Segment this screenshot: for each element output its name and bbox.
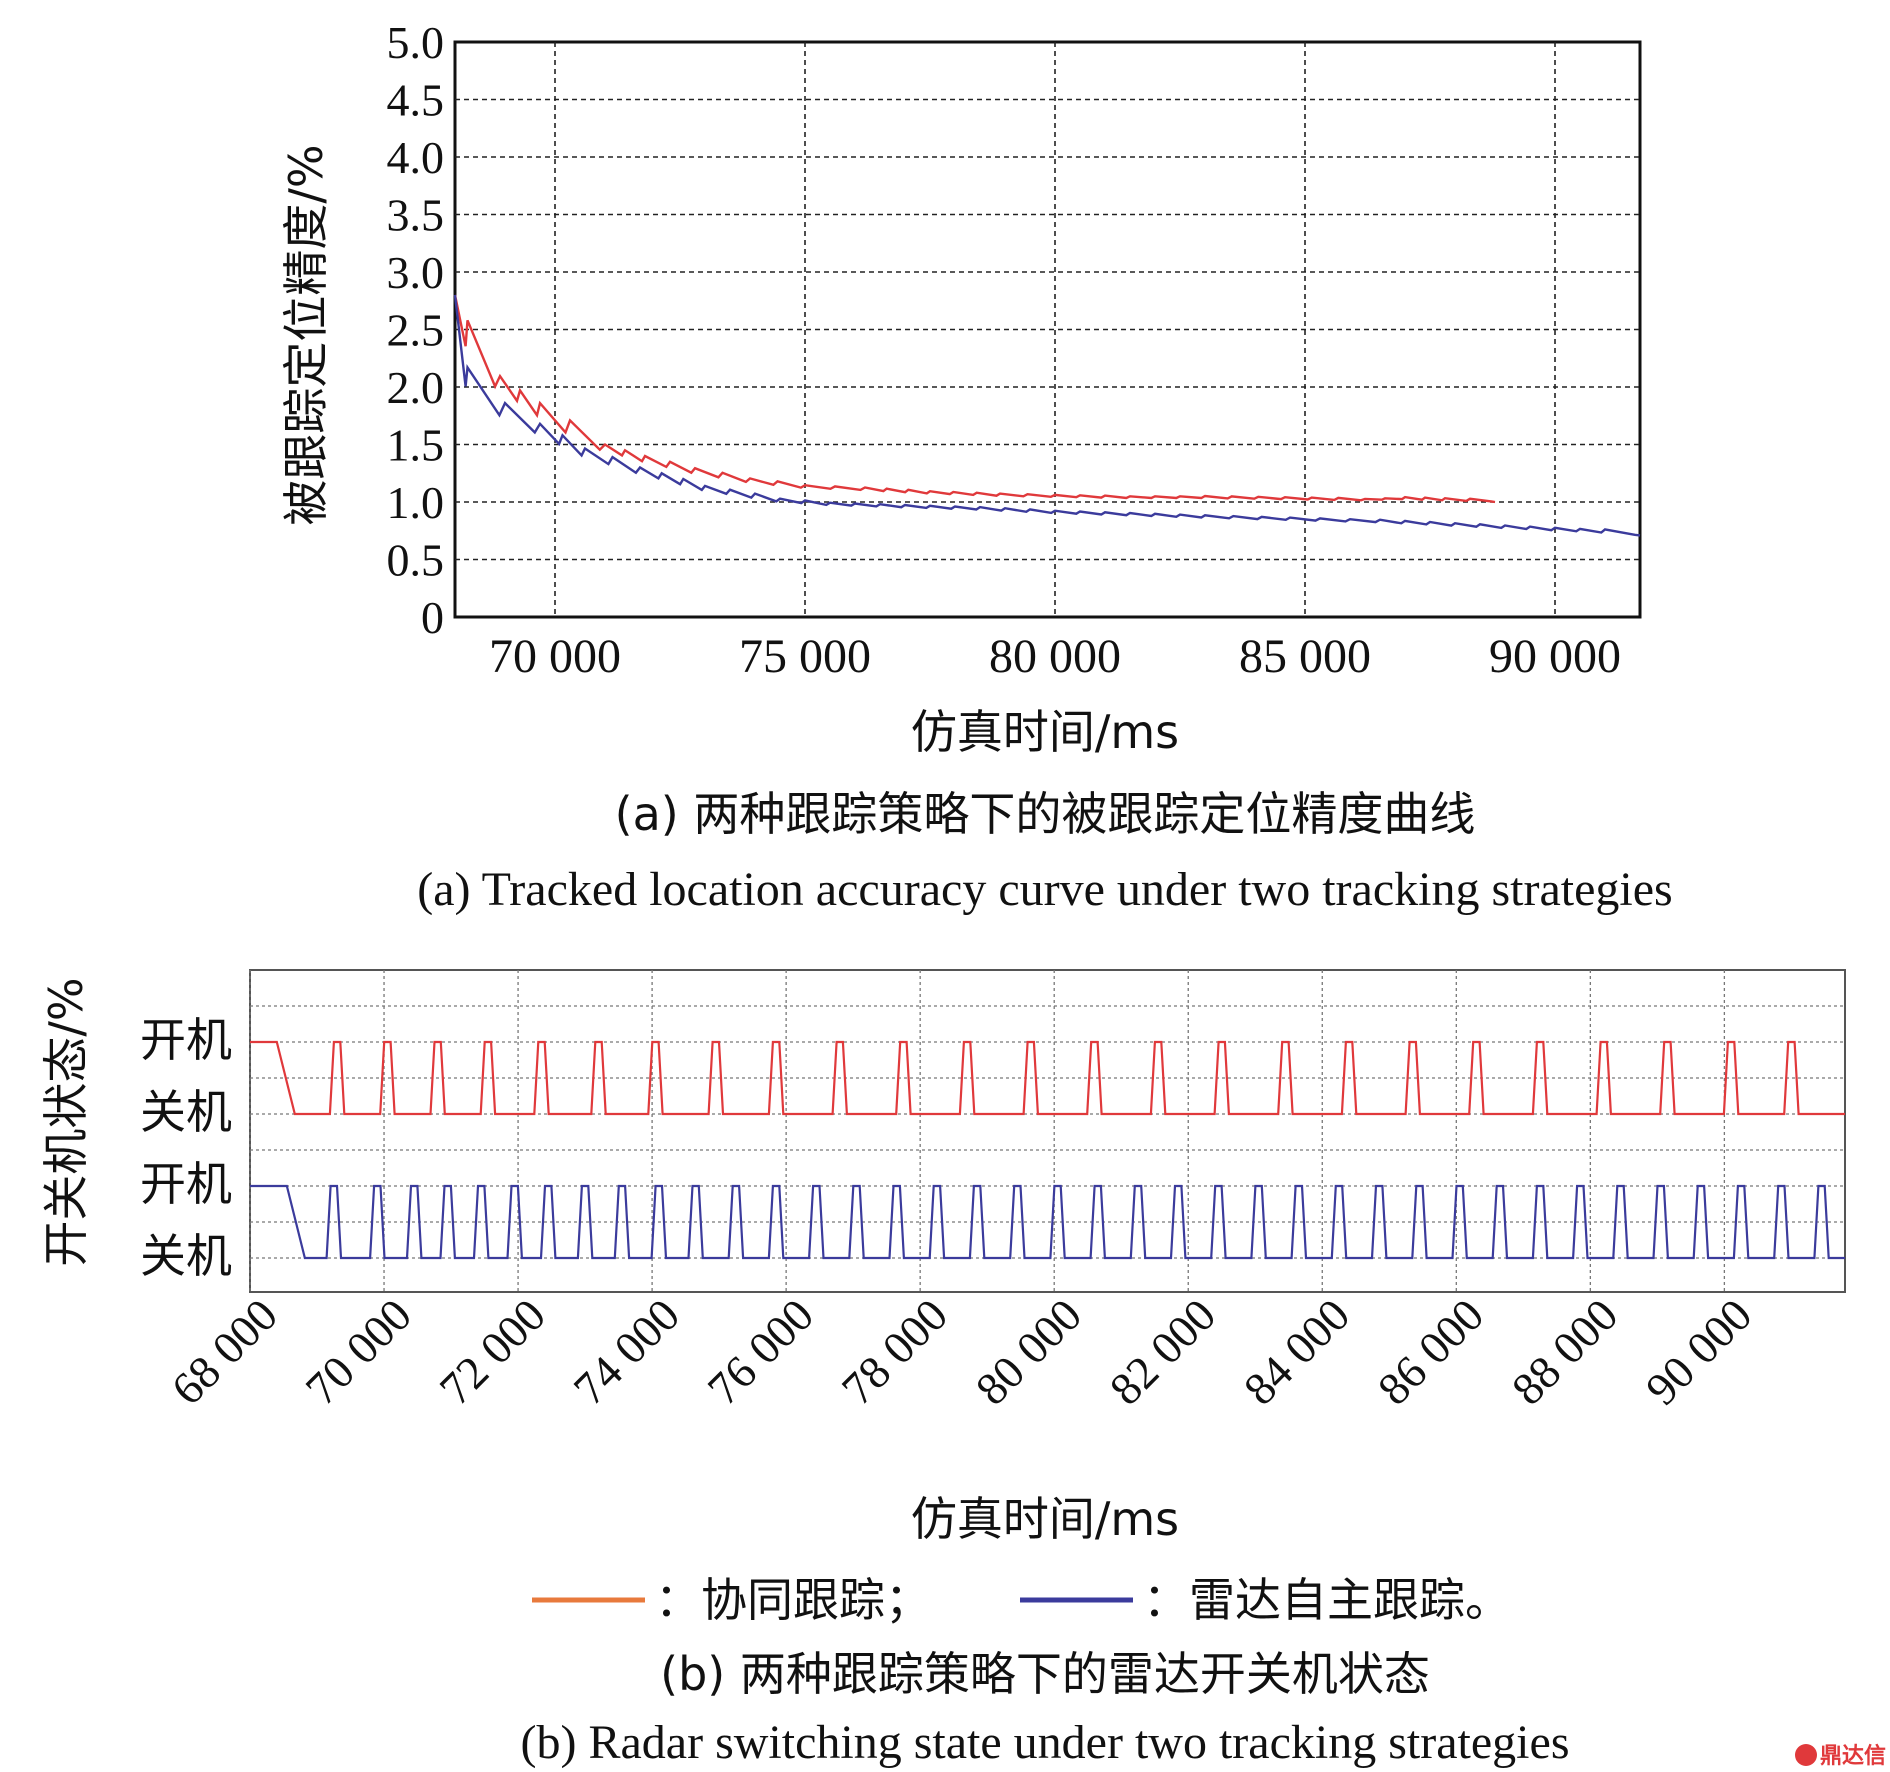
panel-a-y-tick-label: 1.5	[387, 420, 445, 471]
panel-b-y-tick-labels: 开机 关机 开机 关机	[140, 1013, 232, 1283]
switch-line-cooperative	[250, 1040, 1845, 1116]
panel-b-y-axis-label: 开关机状态/%	[39, 977, 93, 1266]
panel-a-y-tick-label: 3.0	[387, 247, 445, 298]
panel-a-y-tick-label: 0	[421, 592, 444, 643]
series-line-autonomous	[453, 294, 1641, 537]
panel-b-x-tick-label: 78 000	[832, 1289, 958, 1415]
watermark-text: 鼎达信	[1820, 1743, 1886, 1769]
panel-b-x-tick-label: 88 000	[1502, 1289, 1628, 1415]
panel-b-switching-chart: 开机 关机 开机 关机 68 000 70 000 72 000 74 000 76 0…	[39, 969, 1846, 1769]
panel-b-grid	[249, 970, 1845, 1292]
panel-a-x-tick-label: 90 000	[1489, 630, 1621, 683]
watermark-logo: 鼎达信	[1795, 1743, 1886, 1769]
panel-b-legend: ：协同跟踪； ：雷达自主跟踪。	[532, 1573, 1511, 1627]
panel-a-y-tick-label: 4.5	[387, 75, 445, 126]
panel-a-series	[453, 294, 1641, 537]
panel-a-y-tick-label: 1.0	[387, 477, 445, 528]
panel-a-y-axis-label: 被跟踪定位精度/%	[279, 144, 333, 525]
panel-b-caption-cn: (b) 两种跟踪策略下的雷达开关机状态	[660, 1647, 1430, 1701]
panel-b-x-tick-label: 84 000	[1234, 1289, 1360, 1415]
y-tick-off-blue: 关机	[140, 1229, 232, 1283]
panel-a-y-tick-label: 5.0	[387, 17, 445, 68]
panel-a-x-tick-label: 75 000	[739, 630, 871, 683]
panel-a-x-axis-label: 仿真时间/ms	[911, 705, 1179, 759]
panel-b-x-tick-label: 90 000	[1636, 1289, 1762, 1415]
panel-b-plot-frame	[249, 969, 1846, 1293]
panel-b-x-tick-label: 70 000	[296, 1289, 422, 1415]
panel-a-x-tick-label: 80 000	[989, 630, 1121, 683]
panel-b-series	[250, 1040, 1845, 1260]
panel-a-y-tick-labels: 0 0.5 1.0 1.5 2.0 2.5 3.0 3.5 4.0 4.5 5.0	[387, 17, 445, 643]
switch-line-autonomous	[250, 1184, 1845, 1260]
panel-a-y-tick-label: 4.0	[387, 132, 445, 183]
panel-a-x-tick-label: 70 000	[489, 630, 621, 683]
panel-a-y-tick-label: 2.5	[387, 305, 445, 356]
panel-a-caption-cn: (a) 两种跟踪策略下的被跟踪定位精度曲线	[615, 787, 1476, 841]
y-tick-on-red: 开机	[140, 1013, 232, 1067]
panel-a-x-tick-labels: 70 000 75 000 80 000 85 000 90 000	[489, 630, 1621, 683]
panel-a-y-tick-label: 0.5	[387, 535, 445, 586]
panel-b-x-axis-label: 仿真时间/ms	[911, 1492, 1179, 1546]
panel-b-x-tick-label: 68 000	[162, 1289, 288, 1415]
panel-b-x-tick-label: 82 000	[1100, 1289, 1226, 1415]
panel-a-accuracy-chart: 0 0.5 1.0 1.5 2.0 2.5 3.0 3.5 4.0 4.5 5.0 70 000 75…	[279, 17, 1673, 916]
series-line-cooperative	[453, 294, 1496, 504]
panel-a-plot-frame	[453, 40, 1642, 619]
panel-b-caption-en: (b) Radar switching state under two trac…	[520, 1716, 1569, 1769]
panel-a-caption-en: (a) Tracked location accuracy curve unde…	[417, 863, 1672, 916]
panel-b-x-tick-label: 80 000	[966, 1289, 1092, 1415]
panel-a-grid	[455, 42, 1640, 617]
panel-a-y-tick-label: 2.0	[387, 362, 445, 413]
panel-a-x-tick-label: 85 000	[1239, 630, 1371, 683]
watermark-icon	[1795, 1744, 1817, 1766]
panel-a-y-tick-label: 3.5	[387, 190, 445, 241]
y-tick-on-blue: 开机	[140, 1157, 232, 1211]
legend-label-cooperative: ：协同跟踪；	[655, 1573, 931, 1627]
panel-b-x-tick-labels: 68 000 70 000 72 000 74 000 76 000 78 000 80 0…	[162, 1289, 1762, 1415]
legend-label-autonomous: ：雷达自主跟踪。	[1143, 1573, 1511, 1627]
panel-b-x-tick-label: 76 000	[698, 1289, 824, 1415]
panel-b-x-tick-label: 86 000	[1368, 1289, 1494, 1415]
y-tick-off-red: 关机	[140, 1085, 232, 1139]
panel-b-x-tick-label: 72 000	[430, 1289, 556, 1415]
panel-b-x-tick-label: 74 000	[564, 1289, 690, 1415]
